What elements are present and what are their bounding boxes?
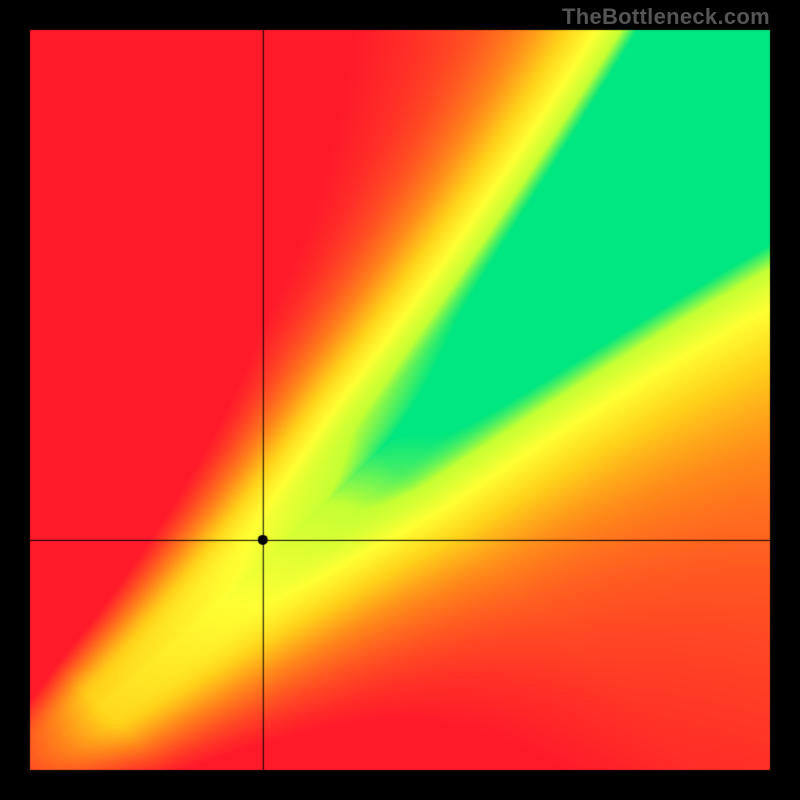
bottleneck-heatmap [0, 0, 800, 800]
figure-container: TheBottleneck.com [0, 0, 800, 800]
watermark-label: TheBottleneck.com [562, 4, 770, 30]
